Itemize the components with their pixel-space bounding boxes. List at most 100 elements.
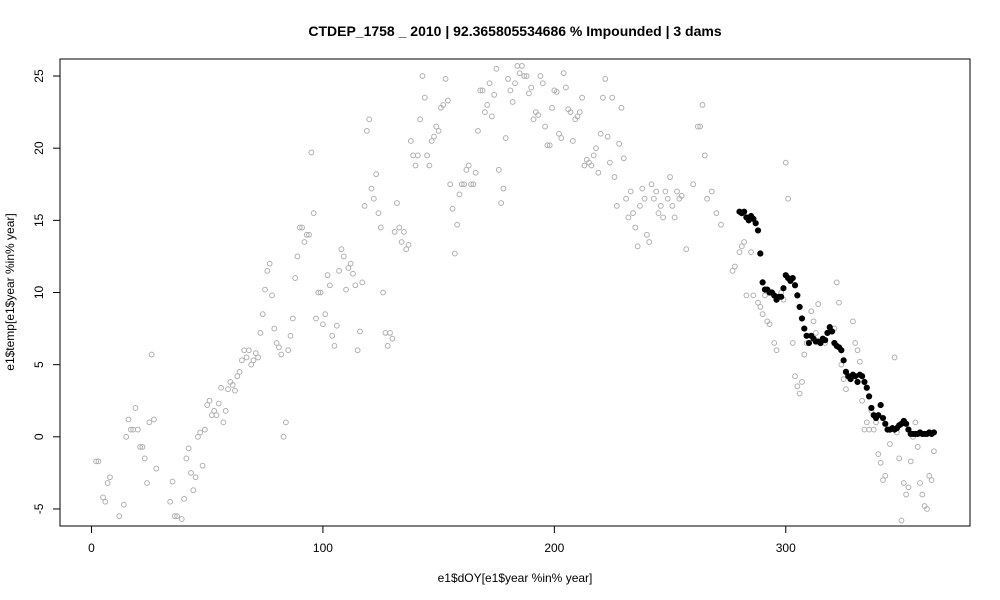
point bbox=[549, 104, 555, 111]
point bbox=[153, 465, 160, 472]
point bbox=[519, 63, 525, 69]
point bbox=[107, 474, 113, 481]
point bbox=[731, 263, 738, 270]
point bbox=[778, 293, 785, 300]
point bbox=[181, 495, 187, 502]
point bbox=[350, 270, 356, 277]
point bbox=[641, 195, 648, 202]
point bbox=[879, 414, 887, 422]
point bbox=[225, 386, 231, 393]
point bbox=[627, 188, 634, 195]
point bbox=[271, 325, 278, 332]
point bbox=[836, 299, 842, 306]
point bbox=[748, 249, 754, 255]
point bbox=[815, 301, 822, 307]
point bbox=[222, 407, 229, 414]
point bbox=[412, 162, 419, 169]
point bbox=[618, 104, 625, 111]
point bbox=[604, 133, 611, 140]
point bbox=[625, 214, 632, 221]
point bbox=[849, 318, 856, 325]
point bbox=[269, 292, 275, 299]
point bbox=[632, 224, 639, 231]
point bbox=[639, 185, 646, 192]
point bbox=[289, 315, 296, 322]
point bbox=[417, 116, 424, 123]
point bbox=[137, 444, 143, 450]
point bbox=[863, 419, 870, 426]
point bbox=[465, 162, 472, 169]
point bbox=[320, 321, 326, 328]
point bbox=[648, 181, 655, 188]
point bbox=[141, 455, 148, 462]
point bbox=[345, 265, 352, 271]
y-tick-label: 20 bbox=[32, 141, 46, 155]
point bbox=[403, 246, 410, 253]
point bbox=[185, 445, 192, 452]
point bbox=[239, 357, 245, 364]
point bbox=[396, 224, 403, 231]
point bbox=[718, 221, 724, 228]
point bbox=[630, 210, 636, 217]
point bbox=[495, 166, 502, 173]
point bbox=[206, 397, 213, 404]
point bbox=[843, 386, 849, 393]
point bbox=[498, 200, 505, 206]
point bbox=[428, 138, 435, 144]
point bbox=[234, 373, 241, 380]
point bbox=[322, 311, 329, 318]
point bbox=[528, 84, 535, 91]
point bbox=[556, 130, 562, 137]
point bbox=[229, 381, 236, 388]
point bbox=[347, 260, 354, 267]
point bbox=[542, 123, 548, 130]
point bbox=[354, 347, 361, 354]
point bbox=[697, 123, 704, 130]
point bbox=[623, 195, 629, 202]
point bbox=[567, 109, 574, 116]
point bbox=[833, 279, 840, 286]
y-axis-label: e1$temp[e1$year %in% year] bbox=[3, 213, 17, 370]
point bbox=[597, 130, 604, 137]
point bbox=[276, 344, 282, 351]
point bbox=[218, 384, 224, 391]
x-tick-label: 0 bbox=[88, 541, 95, 555]
point bbox=[127, 426, 134, 433]
point bbox=[535, 112, 542, 118]
point bbox=[287, 332, 294, 339]
point bbox=[394, 200, 400, 206]
point bbox=[926, 472, 933, 479]
point bbox=[650, 195, 657, 202]
point bbox=[104, 480, 111, 486]
point bbox=[822, 337, 829, 344]
point bbox=[259, 311, 266, 318]
point bbox=[840, 376, 847, 382]
point bbox=[919, 491, 926, 498]
point bbox=[120, 501, 127, 508]
point bbox=[611, 174, 618, 180]
point bbox=[273, 340, 280, 346]
point bbox=[174, 513, 181, 520]
point bbox=[593, 145, 599, 152]
point bbox=[674, 188, 680, 195]
point bbox=[657, 203, 664, 209]
point bbox=[123, 433, 130, 440]
point bbox=[324, 272, 331, 279]
point bbox=[903, 420, 910, 427]
point bbox=[201, 426, 208, 433]
point bbox=[343, 286, 349, 293]
point bbox=[560, 70, 567, 77]
point bbox=[477, 87, 484, 94]
point bbox=[292, 275, 299, 281]
point bbox=[644, 231, 650, 238]
point bbox=[132, 405, 139, 411]
point bbox=[754, 227, 762, 234]
point bbox=[755, 299, 761, 306]
point bbox=[791, 282, 799, 289]
point bbox=[785, 195, 791, 202]
point bbox=[782, 159, 789, 166]
point bbox=[505, 76, 511, 82]
point bbox=[188, 469, 194, 476]
point bbox=[100, 494, 106, 501]
point bbox=[220, 419, 227, 426]
